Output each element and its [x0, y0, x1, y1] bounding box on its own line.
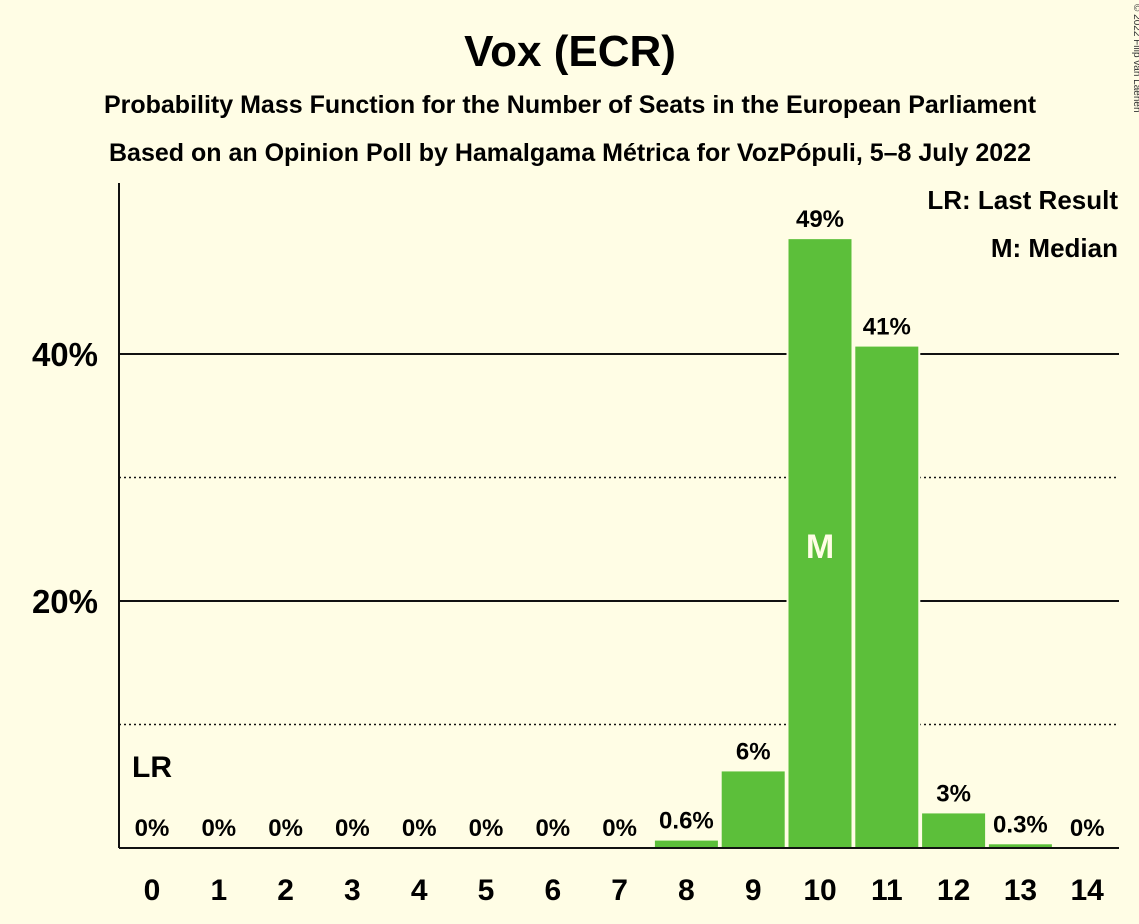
bar-seat-8: [654, 840, 718, 848]
x-tick-label: 0: [144, 874, 161, 907]
data-label-seat-3: 0%: [335, 815, 370, 842]
x-tick-label: 9: [745, 874, 762, 907]
bars: [652, 237, 1054, 848]
x-axis-ticks: 0 1 2 3 4 5 6 7 8 9 10 11 12 13 14: [144, 874, 1105, 907]
x-tick-label: 10: [803, 874, 836, 907]
bar-seat-12: [922, 813, 986, 848]
chart-subtitle-source: Based on an Opinion Poll by Hamalgama Mé…: [109, 139, 1031, 167]
x-tick-label: 2: [277, 874, 294, 907]
data-label-seat-11: 41%: [863, 314, 911, 341]
data-label-seat-0: 0%: [135, 815, 170, 842]
data-label-seat-6: 0%: [535, 815, 570, 842]
data-labels: 0% 0% 0% 0% 0% 0% 0% 0% 0.6% 6% 49% 41% 3% 0.3% 0% LR M: [132, 206, 1105, 842]
x-tick-label: 13: [1004, 874, 1037, 907]
data-label-seat-1: 0%: [201, 815, 236, 842]
data-label-seat-5: 0%: [469, 815, 504, 842]
x-tick-label: 4: [411, 874, 428, 907]
x-tick-label: 5: [478, 874, 495, 907]
y-axis-ticks: 20% 40%: [32, 336, 98, 620]
chart-subtitle-method: Probability Mass Function for the Number…: [104, 91, 1037, 119]
legend-median: M: Median: [991, 233, 1118, 263]
data-label-seat-12: 3%: [936, 780, 971, 807]
data-label-seat-4: 0%: [402, 815, 437, 842]
x-tick-label: 7: [611, 874, 628, 907]
data-label-seat-10: 49%: [796, 206, 844, 233]
data-label-seat-7: 0%: [602, 815, 637, 842]
data-label-seat-9: 6%: [736, 738, 771, 765]
bar-seat-9: [721, 771, 785, 848]
x-tick-label: 11: [871, 874, 903, 907]
x-tick-label: 12: [937, 874, 970, 907]
bar-seat-13: [988, 844, 1052, 848]
data-label-seat-8: 0.6%: [659, 808, 714, 835]
x-tick-label: 14: [1071, 874, 1105, 907]
median-marker: M: [806, 528, 834, 566]
y-tick-label: 20%: [32, 583, 98, 620]
data-label-seat-2: 0%: [268, 815, 303, 842]
legend-last-result: LR: Last Result: [927, 185, 1118, 215]
y-tick-label: 40%: [32, 336, 98, 373]
x-tick-label: 6: [544, 874, 561, 907]
gridlines: [119, 353, 1119, 726]
last-result-marker: LR: [132, 751, 172, 784]
x-tick-label: 1: [210, 874, 227, 907]
x-tick-label: 3: [344, 874, 361, 907]
bar-seat-11: [855, 346, 919, 848]
x-tick-label: 8: [678, 874, 695, 907]
bar-seat-10: [788, 239, 852, 848]
chart-title: Vox (ECR): [464, 27, 676, 76]
data-label-seat-13: 0.3%: [993, 811, 1048, 838]
copyright-notice: © 2022 Filip van Laenen: [1131, 4, 1139, 113]
data-label-seat-14: 0%: [1070, 815, 1105, 842]
